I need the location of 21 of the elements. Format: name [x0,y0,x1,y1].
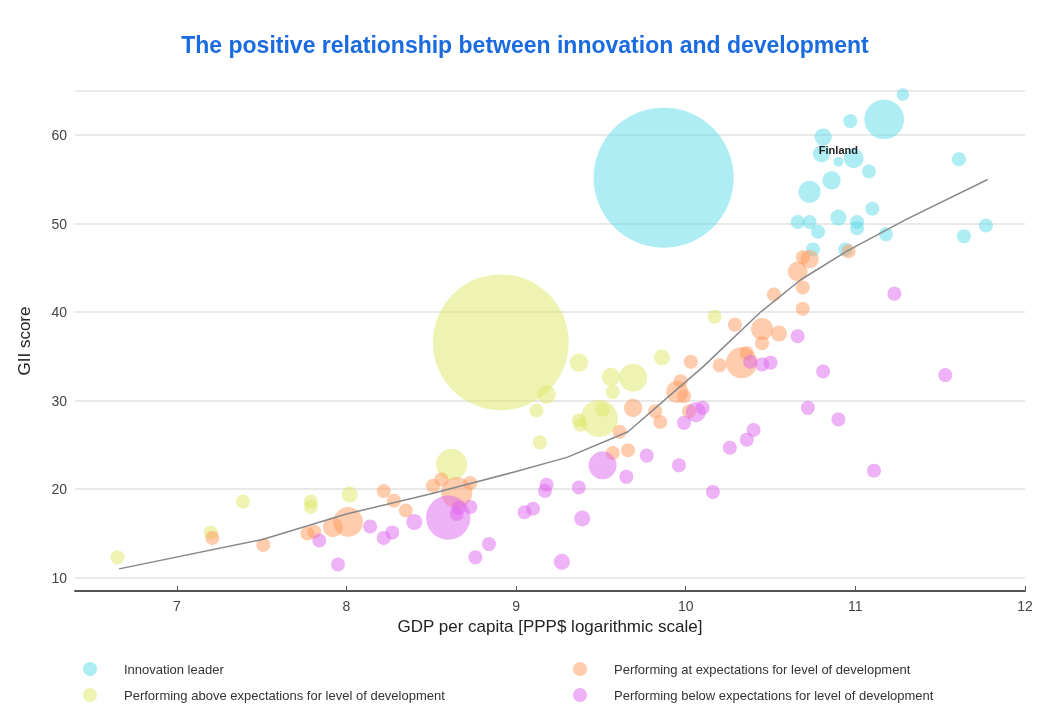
chart-title: The positive relationship between innovation and development [181,31,870,58]
y-tick-label: 20 [51,481,68,498]
x-tick-label: 11 [848,598,863,614]
y-tick-label: 30 [51,392,68,409]
x-tick-label: 10 [677,598,694,614]
line-series [118,178,989,570]
legend-label: Performing at expectations for level of development [614,661,911,677]
legend-label: Performing below expectations for level of development [614,687,934,703]
y-tick-label: 40 [51,304,68,321]
y-tick-label: 60 [51,127,68,144]
annotation: Finland [818,144,858,157]
x-axis-title: GDP per capita [PPP$ logarithmic scale] [397,616,703,636]
legend-label: Performing above expectations for level of development [124,687,446,703]
x-tick-label: 7 [172,598,181,614]
x-tick-label: 9 [512,598,521,614]
x-tick-label: 8 [342,598,351,614]
y-axis-title: GII score [15,306,34,376]
legend-label: Innovation leader [124,661,225,677]
x-tick-label: 12 [1017,598,1033,614]
y-tick-label: 10 [51,569,68,586]
y-tick-label: 50 [51,215,68,232]
